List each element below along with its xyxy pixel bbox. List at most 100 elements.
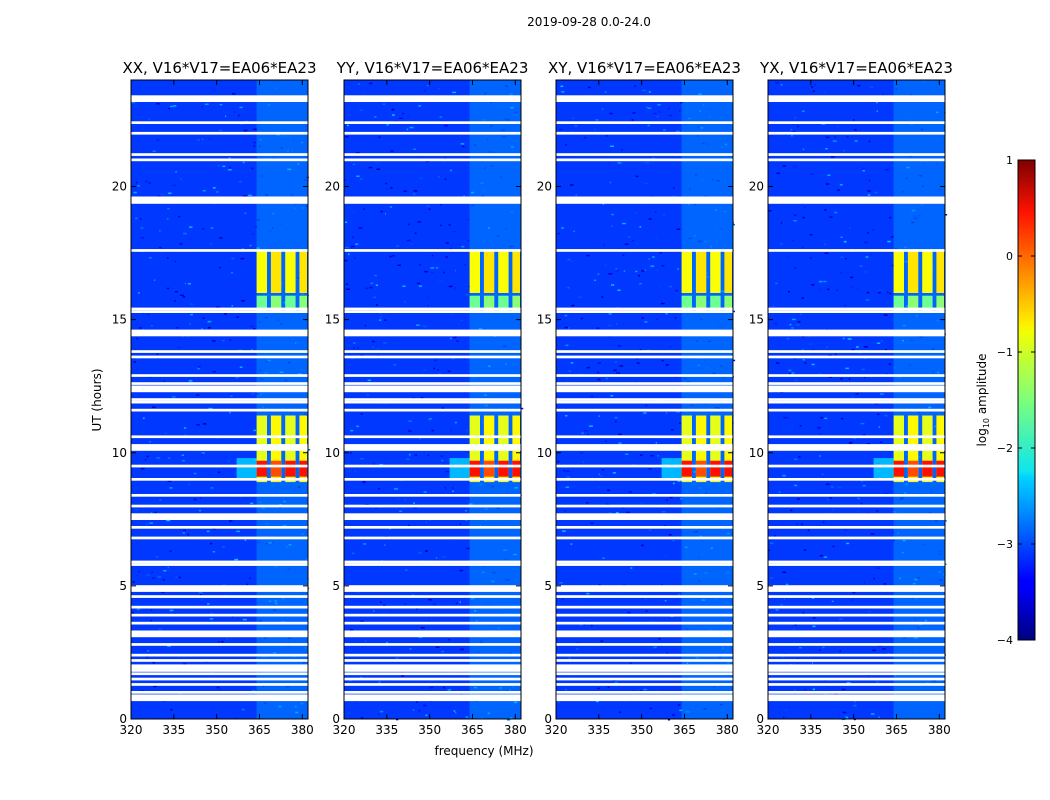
noise-pixel xyxy=(138,570,140,573)
noise-pixel xyxy=(874,191,878,194)
noise-pixel xyxy=(494,411,497,414)
noise-pixel xyxy=(635,270,638,273)
noise-pixel xyxy=(300,368,304,371)
noise-pixel xyxy=(375,507,377,510)
noise-pixel xyxy=(218,129,223,132)
noise-pixel xyxy=(559,582,563,584)
noise-pixel xyxy=(702,142,705,145)
noise-pixel xyxy=(238,180,242,183)
noise-pixel xyxy=(264,372,268,374)
noise-pixel xyxy=(466,240,471,242)
noise-pixel xyxy=(251,393,255,395)
noise-pixel xyxy=(423,491,427,493)
noise-pixel xyxy=(508,689,511,691)
flagged-row xyxy=(556,526,733,529)
noise-pixel xyxy=(769,135,773,137)
noise-pixel xyxy=(882,648,886,650)
noise-pixel xyxy=(909,151,914,153)
noise-pixel xyxy=(665,364,669,366)
noise-pixel xyxy=(158,450,161,452)
noise-pixel xyxy=(849,582,853,585)
noise-pixel xyxy=(294,467,297,470)
noise-pixel xyxy=(874,402,879,405)
noise-pixel xyxy=(200,599,203,601)
noise-pixel xyxy=(878,426,881,428)
noise-pixel xyxy=(425,160,429,163)
noise-pixel xyxy=(783,416,787,419)
noise-pixel xyxy=(785,403,789,405)
noise-pixel xyxy=(726,661,730,664)
noise-pixel xyxy=(883,314,888,316)
flagged-row xyxy=(344,563,521,566)
noise-pixel xyxy=(686,628,689,630)
noise-pixel xyxy=(848,378,851,380)
flagged-row xyxy=(131,672,308,676)
noise-pixel xyxy=(788,369,792,372)
noise-pixel xyxy=(897,376,901,378)
noise-pixel xyxy=(494,524,499,526)
noise-pixel xyxy=(360,620,364,623)
noise-pixel xyxy=(936,111,939,114)
noise-pixel xyxy=(133,191,137,194)
noise-pixel xyxy=(142,490,146,492)
noise-pixel xyxy=(870,713,875,715)
noise-pixel xyxy=(720,228,722,230)
noise-pixel xyxy=(199,497,202,499)
y-tick-label: 5 xyxy=(332,579,340,593)
noise-pixel xyxy=(840,236,843,238)
noise-pixel xyxy=(853,119,855,121)
noise-pixel xyxy=(288,149,291,152)
noise-pixel xyxy=(819,280,823,283)
noise-pixel xyxy=(435,557,438,559)
noise-pixel xyxy=(180,294,184,296)
rfi-peak-block xyxy=(922,460,933,477)
noise-pixel xyxy=(189,303,194,305)
noise-pixel xyxy=(249,244,252,247)
noise-pixel xyxy=(352,211,354,213)
noise-pixel xyxy=(146,650,150,652)
noise-pixel xyxy=(856,287,858,290)
noise-pixel xyxy=(166,257,169,259)
noise-pixel xyxy=(676,682,680,684)
noise-pixel xyxy=(496,235,500,237)
noise-pixel xyxy=(694,235,696,237)
flagged-row xyxy=(344,494,521,497)
noise-pixel xyxy=(846,460,851,462)
noise-pixel xyxy=(360,178,363,180)
flagged-row xyxy=(768,513,945,520)
flagged-row xyxy=(131,665,308,672)
noise-pixel xyxy=(597,362,601,364)
noise-pixel xyxy=(589,425,593,427)
noise-pixel xyxy=(427,454,430,457)
noise-pixel xyxy=(641,317,644,319)
noise-pixel xyxy=(504,118,508,120)
noise-pixel xyxy=(597,378,601,381)
noise-pixel xyxy=(793,458,798,461)
noise-pixel xyxy=(867,232,869,234)
noise-pixel xyxy=(246,583,249,586)
noise-pixel xyxy=(824,91,826,94)
noise-pixel xyxy=(390,206,392,208)
noise-pixel xyxy=(825,183,830,185)
noise-pixel xyxy=(639,282,642,285)
noise-pixel xyxy=(631,119,634,121)
noise-pixel xyxy=(620,195,622,197)
noise-pixel xyxy=(404,603,407,605)
y-tick-label: 20 xyxy=(325,180,340,194)
noise-pixel xyxy=(466,547,470,550)
noise-pixel xyxy=(561,434,564,437)
noise-pixel xyxy=(655,211,657,213)
rfi-peak-block xyxy=(299,460,307,477)
noise-pixel xyxy=(590,522,594,524)
flagged-row xyxy=(131,526,308,529)
noise-pixel xyxy=(811,597,815,599)
noise-pixel xyxy=(891,156,893,159)
noise-pixel xyxy=(506,719,511,721)
rfi-block xyxy=(710,295,721,312)
noise-pixel xyxy=(860,502,863,505)
noise-pixel xyxy=(873,577,875,580)
noise-pixel xyxy=(903,636,906,639)
flagged-row xyxy=(131,398,308,401)
noise-pixel xyxy=(448,638,451,641)
noise-pixel xyxy=(468,503,473,505)
